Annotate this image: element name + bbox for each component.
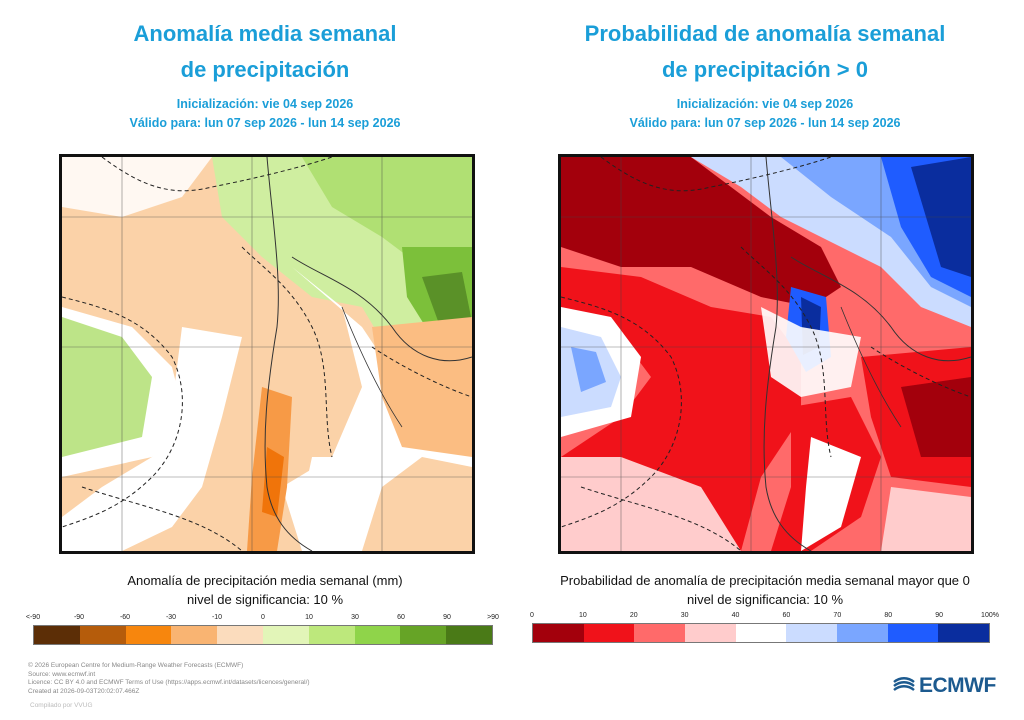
right-legend-tick-label: 0 [530, 612, 534, 619]
left-legend-tick-label: 90 [443, 614, 451, 621]
right-legend-tick-label: 80 [884, 612, 893, 619]
right-legend-tick-label: 40 [731, 612, 740, 619]
left-legend-swatch [262, 626, 309, 644]
right-valid-range: Válido para: lun 07 sep 2026 - lun 14 se… [629, 116, 901, 130]
left-anomaly-map [59, 154, 475, 554]
left-legend-swatch [400, 626, 447, 644]
left-legend-swatch [34, 626, 80, 644]
left-legend-tick-label: >90 [487, 614, 499, 621]
left-legend-tick-label: -60 [119, 614, 131, 621]
right-legend-swatch [786, 624, 837, 642]
right-legend-tick-label: 10 [578, 612, 587, 619]
left-legend-swatch [79, 626, 126, 644]
left-title-line2: de precipitación [180, 57, 350, 82]
right-legend-tick-label: 60 [782, 612, 791, 619]
right-legend-tick-label: 30 [680, 612, 689, 619]
ecmwf-logo-icon [893, 677, 915, 691]
left-title: Anomalía media semanal de precipitación [60, 16, 470, 88]
right-map-graphic [561, 157, 971, 551]
left-legend-tick-label: -30 [165, 614, 177, 621]
right-legend-swatch [938, 624, 989, 642]
ecmwf-logo: ECMWF [892, 674, 996, 698]
footer-source: Source: www.ecmwf.int [28, 670, 96, 678]
left-legend-swatch [308, 626, 355, 644]
right-legend-swatch [735, 624, 787, 642]
left-legend-swatch [354, 626, 401, 644]
right-legend-swatch [583, 624, 635, 642]
right-title-line2: de precipitación > 0 [661, 57, 868, 82]
right-legend-swatch [634, 624, 685, 642]
right-legend-units: Probabilidad de anomalía de precipitació… [560, 573, 970, 588]
right-title: Probabilidad de anomalía semanal de prec… [545, 16, 985, 88]
left-legend-tick-label: 60 [397, 614, 405, 621]
left-legend-swatch [171, 626, 218, 644]
footer-licence: Licence: CC BY 4.0 and ECMWF Terms of Us… [28, 679, 310, 686]
left-legend-tick-label: <-90 [25, 614, 41, 621]
left-legend-title: Anomalía de precipitación media semanal … [60, 571, 470, 609]
right-legend-significance: nivel de significancia: 10 % [686, 592, 844, 607]
right-legend-swatch [684, 624, 736, 642]
left-legend-tick-label: -90 [73, 614, 85, 621]
left-subtitle: Inicialización: vie 04 sep 2026 Válido p… [60, 95, 470, 133]
ecmwf-logo-text: ECMWF [919, 674, 996, 697]
footer-created: Created at 2026-09-03T20:02:07.466Z [28, 687, 140, 695]
footer-copyright: © 2026 European Centre for Medium-Range … [28, 662, 244, 669]
copyright-footer: © 2026 European Centre for Medium-Range … [28, 662, 310, 696]
right-subtitle: Inicialización: vie 04 sep 2026 Válido p… [545, 95, 985, 133]
left-legend-units: Anomalía de precipitación media semanal … [127, 573, 403, 588]
left-legend-tick-label: 30 [351, 614, 359, 621]
left-valid-range: Válido para: lun 07 sep 2026 - lun 14 se… [129, 116, 401, 130]
right-legend-tick-label: 70 [833, 612, 842, 619]
compiler-credit: Compilado por VVUG [30, 702, 93, 709]
right-legend-tick-label: 90 [935, 612, 944, 619]
right-legend-tick-label: 100% [981, 612, 999, 619]
right-probability-map [558, 154, 974, 554]
right-legend-title: Probabilidad de anomalía de precipitació… [530, 571, 1000, 609]
right-init-date: Inicialización: vie 04 sep 2026 [676, 97, 854, 111]
left-title-line1: Anomalía media semanal [133, 21, 397, 46]
right-legend-swatch [836, 624, 888, 642]
right-legend-swatch [887, 624, 939, 642]
right-legend-swatch [533, 624, 584, 642]
left-legend-swatch [125, 626, 172, 644]
left-init-date: Inicialización: vie 04 sep 2026 [176, 97, 354, 111]
left-legend-tick-label: 10 [305, 614, 313, 621]
right-title-line1: Probabilidad de anomalía semanal [584, 21, 946, 46]
left-legend-swatch [217, 626, 263, 644]
left-legend-swatch [446, 626, 492, 644]
left-legend-significance: nivel de significancia: 10 % [186, 592, 344, 607]
left-legend-colorbar [33, 625, 493, 645]
right-legend-colorbar [532, 623, 990, 643]
left-legend-tick-label: 0 [261, 614, 265, 621]
left-map-graphic [62, 157, 472, 551]
right-legend-tick-label: 20 [629, 612, 638, 619]
left-legend-tick-label: -10 [211, 614, 223, 621]
